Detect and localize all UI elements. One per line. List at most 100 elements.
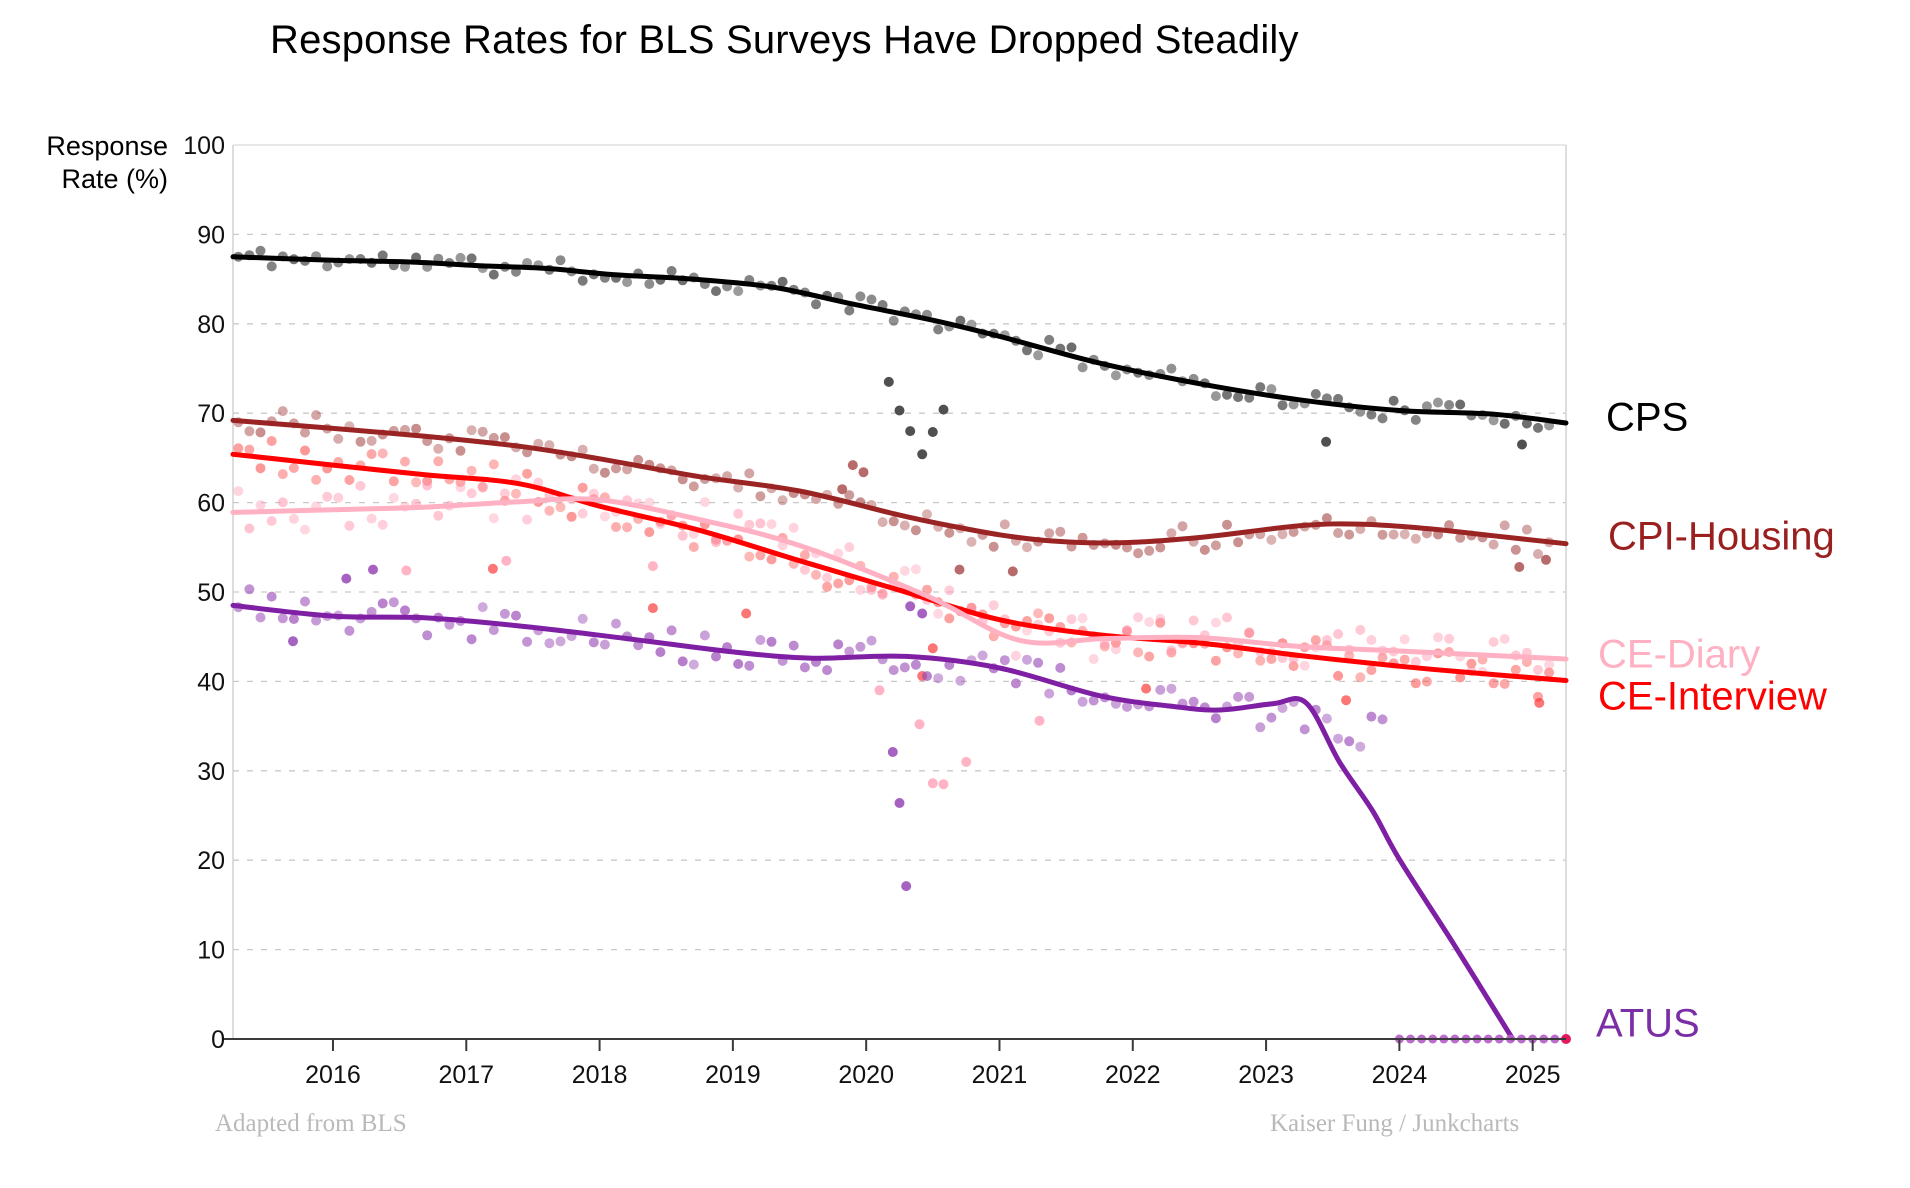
- outlier-dot-cpi_housing: [1541, 554, 1551, 565]
- dot-atus: [244, 584, 255, 595]
- dot-cps: [933, 324, 944, 335]
- dot-cpi_housing: [877, 517, 888, 528]
- dot-ce_interview: [577, 482, 588, 493]
- dot-ce_interview: [244, 444, 255, 455]
- dot-atus: [1233, 691, 1244, 702]
- dot-atus: [277, 613, 288, 624]
- dot-atus: [1244, 691, 1255, 702]
- dot-ce_interview: [466, 465, 477, 476]
- outlier-dot-ce_diary: [927, 778, 938, 789]
- dot-ce_diary: [466, 488, 477, 499]
- dot-ce_diary: [988, 600, 999, 611]
- dot-ce_diary: [1155, 613, 1166, 624]
- dot-ce_diary: [866, 585, 877, 595]
- dot-cps: [1233, 392, 1244, 403]
- dot-cps: [1333, 393, 1344, 404]
- dot-cps: [1166, 363, 1177, 374]
- dot-ce_diary: [277, 497, 288, 508]
- dot-cpi_housing: [1388, 529, 1399, 540]
- chart-title: Response Rates for BLS Surveys Have Drop…: [270, 18, 1299, 62]
- trend-line-ce_interview: [230, 451, 1569, 683]
- dot-cpi_housing: [1044, 528, 1055, 539]
- dot-atus: [311, 615, 322, 626]
- x-tick-label-2020: 2020: [838, 1061, 894, 1089]
- dot-cps: [1488, 415, 1499, 426]
- y-tick-label-80: 80: [197, 311, 225, 339]
- dot-atus: [655, 647, 666, 658]
- scatter-dots-cps: [233, 245, 1555, 460]
- dot-ce_interview: [644, 527, 655, 538]
- scatter-dots-atus: [233, 564, 1388, 892]
- outlier-dot-atus: [917, 608, 928, 619]
- dot-atus: [977, 650, 988, 661]
- dot-atus: [577, 613, 588, 624]
- dot-cps: [1444, 400, 1455, 410]
- dot-atus: [588, 637, 599, 648]
- dot-atus: [1255, 722, 1266, 733]
- dot-ce_interview: [1355, 672, 1366, 683]
- dot-ce_diary: [1499, 634, 1510, 644]
- dot-atus: [466, 634, 477, 645]
- dot-ce_diary: [1088, 654, 1099, 665]
- y-tick-label-0: 0: [211, 1026, 225, 1054]
- dot-ce_diary: [577, 508, 588, 519]
- dot-cps: [266, 261, 277, 272]
- dot-cpi_housing: [433, 443, 444, 454]
- dot-cps: [1310, 389, 1321, 399]
- dot-ce_diary: [522, 514, 533, 525]
- dot-cps: [844, 305, 855, 316]
- source-attribution: Adapted from BLS: [215, 1110, 407, 1137]
- dot-ce_interview: [1122, 626, 1132, 637]
- dot-ce_diary: [788, 522, 799, 533]
- dot-ce_interview: [366, 449, 377, 460]
- dot-atus: [1321, 713, 1332, 724]
- dot-cps: [1288, 399, 1299, 410]
- dot-ce_interview: [555, 502, 566, 513]
- dot-cps: [711, 286, 721, 297]
- dot-cps: [377, 250, 388, 261]
- x-tick-label-2022: 2022: [1105, 1061, 1161, 1089]
- dot-ce_diary: [344, 520, 355, 531]
- dot-ce_diary: [300, 524, 310, 535]
- dot-atus: [1077, 696, 1088, 707]
- legend-label-cpi_housing: CPI-Housing: [1608, 514, 1835, 559]
- dot-cps: [811, 299, 821, 310]
- dot-ce_diary: [355, 480, 366, 491]
- dot-ce_diary: [1122, 625, 1132, 635]
- dot-atus: [844, 646, 855, 657]
- dot-cpi_housing: [300, 427, 310, 438]
- dot-atus: [422, 630, 433, 641]
- dot-ce_interview: [1377, 652, 1388, 663]
- dot-cps: [1388, 395, 1399, 406]
- outlier-dot-cpi_housing: [1007, 566, 1018, 577]
- dot-ce_interview: [1144, 651, 1155, 662]
- outlier-dot-atus: [288, 636, 298, 647]
- dot-ce_interview: [1033, 608, 1044, 619]
- outlier-dot-cps: [1321, 436, 1332, 447]
- dot-cpi_housing: [1055, 526, 1066, 537]
- dot-ce_diary: [1533, 664, 1543, 675]
- dot-cpi_housing: [1166, 528, 1177, 539]
- dot-atus: [599, 639, 610, 650]
- dot-atus: [799, 662, 810, 673]
- x-tick-label-2017: 2017: [438, 1061, 494, 1089]
- outlier-dot-cps: [917, 449, 928, 460]
- dot-cpi_housing: [599, 467, 610, 478]
- dot-cpi_housing: [1333, 528, 1344, 538]
- dot-atus: [377, 598, 388, 609]
- outlier-dot-ce_diary: [938, 779, 949, 790]
- dot-ce_diary: [1433, 632, 1443, 643]
- dot-cps: [466, 253, 477, 264]
- dot-cpi_housing: [1444, 520, 1455, 531]
- dot-cpi_housing: [966, 536, 977, 547]
- dot-ce_diary: [855, 584, 866, 595]
- trend-line-cps: [230, 254, 1569, 426]
- dot-cpi_housing: [688, 481, 699, 492]
- dot-cps: [1110, 370, 1121, 381]
- dot-cpi_housing: [944, 527, 955, 538]
- trend-line-atus: [230, 602, 1516, 1042]
- dot-atus: [1333, 733, 1344, 744]
- dot-cpi_housing: [366, 435, 377, 446]
- y-tick-label-90: 90: [197, 221, 225, 249]
